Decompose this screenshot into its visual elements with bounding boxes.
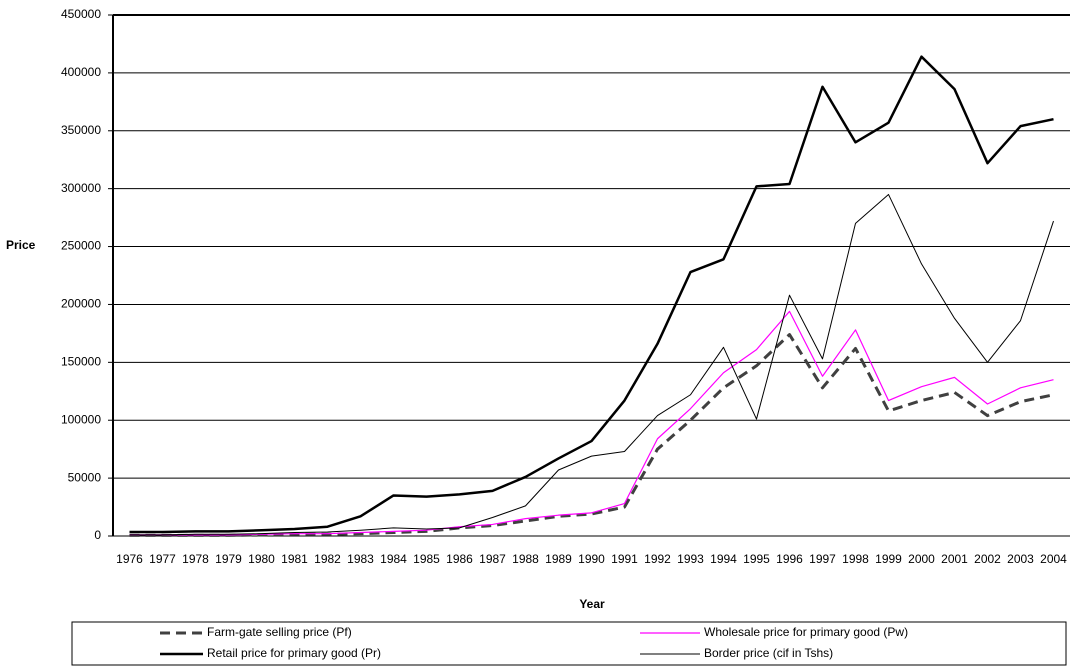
x-tick-label: 2003 (1007, 552, 1034, 566)
x-tick-label: 1986 (446, 552, 473, 566)
legend-label: Farm-gate selling price (Pf) (207, 625, 352, 639)
legend-label: Border price (cif in Tshs) (704, 646, 833, 660)
x-tick-label: 1992 (644, 552, 671, 566)
legend-box (71, 621, 1067, 666)
y-tick-label: 200000 (61, 297, 101, 311)
series-line (129, 193, 1054, 536)
x-tick-label: 2001 (941, 552, 968, 566)
y-tick-label: 400000 (61, 65, 101, 79)
y-tick-label: 450000 (61, 7, 101, 21)
x-tick-label: 1998 (842, 552, 869, 566)
x-tick-label: 1985 (413, 552, 440, 566)
x-tick-label: 1994 (710, 552, 737, 566)
series-line (129, 55, 1054, 534)
x-tick-label: 1976 (116, 552, 143, 566)
x-tick-label: 1983 (347, 552, 374, 566)
y-tick-label: 250000 (61, 239, 101, 253)
legend-label: Retail price for primary good (Pr) (207, 646, 381, 660)
x-tick-label: 1993 (677, 552, 704, 566)
x-tick-label: 2004 (1040, 552, 1067, 566)
series-line (129, 333, 1054, 537)
x-tick-label: 1987 (479, 552, 506, 566)
x-tick-label: 1990 (578, 552, 605, 566)
x-tick-label: 1984 (380, 552, 407, 566)
x-tick-label: 1999 (875, 552, 902, 566)
x-tick-label: 1989 (545, 552, 572, 566)
y-tick-label: 150000 (61, 355, 101, 369)
y-tick-label: 50000 (68, 470, 102, 484)
x-tick-label: 1979 (215, 552, 242, 566)
x-tick-label: 2000 (908, 552, 935, 566)
y-tick-label: 300000 (61, 181, 101, 195)
x-tick-label: 1995 (743, 552, 770, 566)
x-tick-label: 1980 (248, 552, 275, 566)
x-tick-label: 2002 (974, 552, 1001, 566)
x-tick-label: 1977 (149, 552, 176, 566)
x-axis-label: Year (579, 597, 605, 611)
y-tick-label: 350000 (61, 123, 101, 137)
x-tick-label: 1997 (809, 552, 836, 566)
series-line (129, 310, 1054, 536)
legend-label: Wholesale price for primary good (Pw) (704, 625, 908, 639)
x-tick-label: 1996 (776, 552, 803, 566)
x-tick-label: 1982 (314, 552, 341, 566)
y-tick-label: 100000 (61, 412, 101, 426)
x-tick-label: 1981 (281, 552, 308, 566)
y-axis-label: Price (6, 238, 36, 252)
x-tick-label: 1988 (512, 552, 539, 566)
x-tick-label: 1978 (182, 552, 209, 566)
x-tick-label: 1991 (611, 552, 638, 566)
y-tick-label: 0 (94, 528, 101, 542)
